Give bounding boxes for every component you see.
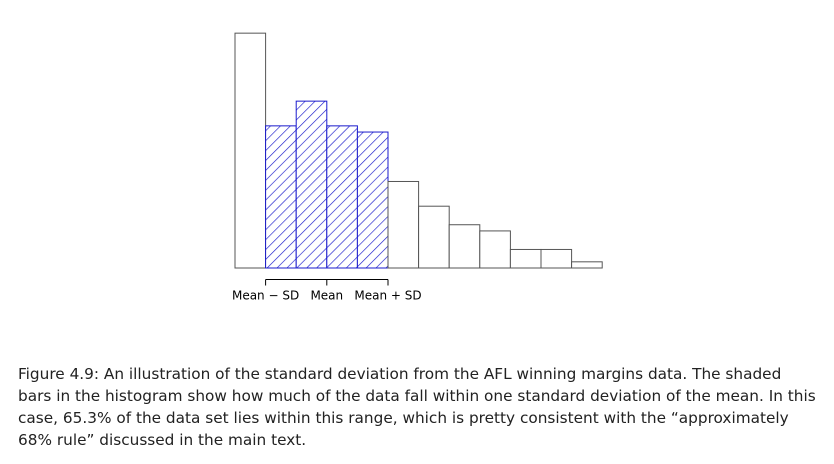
figure-caption: Figure 4.9: An illustration of the stand… bbox=[18, 365, 816, 449]
histogram-bar bbox=[418, 205, 450, 269]
histogram-bar-highlighted bbox=[356, 131, 389, 269]
x-tick-label: Mean bbox=[310, 289, 343, 303]
x-axis: Mean − SD Mean Mean + SD bbox=[232, 279, 422, 303]
histogram-bar-highlighted bbox=[326, 125, 358, 269]
histogram-bar bbox=[479, 230, 511, 269]
histogram-bar bbox=[448, 224, 481, 269]
histogram-bar bbox=[540, 248, 573, 269]
x-tick-label: Mean + SD bbox=[354, 289, 421, 303]
histogram-chart: Mean − SD Mean Mean + SD bbox=[232, 32, 603, 303]
histogram-bar bbox=[509, 248, 542, 269]
histogram-bar bbox=[571, 261, 603, 269]
bars-layer bbox=[234, 32, 603, 269]
histogram-bar-highlighted bbox=[265, 125, 297, 269]
histogram-bar bbox=[234, 32, 267, 269]
x-tick-label: Mean − SD bbox=[232, 289, 299, 303]
histogram-bar-highlighted bbox=[295, 100, 328, 269]
histogram-bar bbox=[387, 180, 420, 269]
